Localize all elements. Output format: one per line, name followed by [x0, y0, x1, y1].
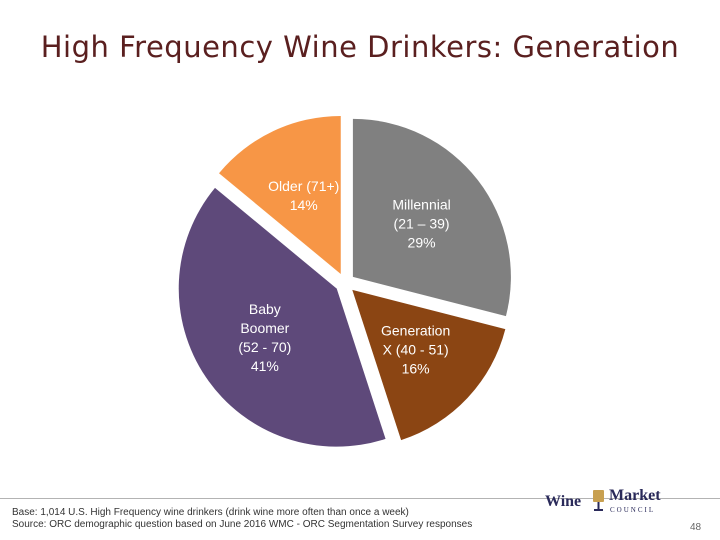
pie-slice-2: [178, 187, 386, 447]
logo-wine-text: Wine: [545, 493, 582, 510]
footnote-source: Source: ORC demographic question based o…: [12, 519, 473, 530]
pie-slice-label-0: Millennial (21 – 39) 29%: [392, 197, 450, 251]
pie-slice-0: [352, 118, 511, 317]
pie-label-line: 14%: [290, 197, 318, 213]
pie-slice-1: [352, 289, 506, 441]
logo-council-text: COUNCIL: [610, 506, 656, 514]
page-number: 48: [690, 522, 702, 533]
footer-divider: [0, 498, 720, 499]
footnote: Base: 1,014 U.S. High Frequency wine dri…: [12, 507, 472, 531]
pie-chart: Millennial (21 – 39) 29% Generation X (40 - …: [178, 115, 511, 447]
wine-market-council-logo: Wine Market COUNCIL: [545, 487, 665, 517]
wine-glass-icon: [593, 490, 604, 511]
pie-label-line: 16%: [402, 360, 430, 376]
pie-label-line: Generation: [381, 322, 450, 338]
footnote-base: Base: 1,014 U.S. High Frequency wine dri…: [12, 507, 409, 518]
pie-label-line: 41%: [251, 358, 279, 374]
pie-label-line: Boomer: [240, 320, 289, 336]
slide-title: High Frequency Wine Drinkers: Generation: [40, 30, 680, 64]
pie-label-line: Older (71+): [268, 178, 339, 194]
pie-slice-label-1: Generation X (40 - 51) 16%: [381, 322, 450, 376]
pie-label-line: (21 – 39): [394, 216, 450, 232]
pie-slice-label-3: Older (71+) 14%: [268, 178, 339, 213]
pie-label-line: 29%: [408, 235, 436, 251]
pie-label-line: X (40 - 51): [383, 341, 449, 357]
pie-label-line: (52 - 70): [238, 339, 291, 355]
pie-label-line: Millennial: [392, 197, 450, 213]
pie-label-line: Baby: [249, 301, 281, 317]
pie-slice-label-2: Baby Boomer (52 - 70) 41%: [238, 301, 291, 374]
pie-slice-3: [219, 115, 341, 274]
logo-market-text: Market: [609, 487, 661, 504]
